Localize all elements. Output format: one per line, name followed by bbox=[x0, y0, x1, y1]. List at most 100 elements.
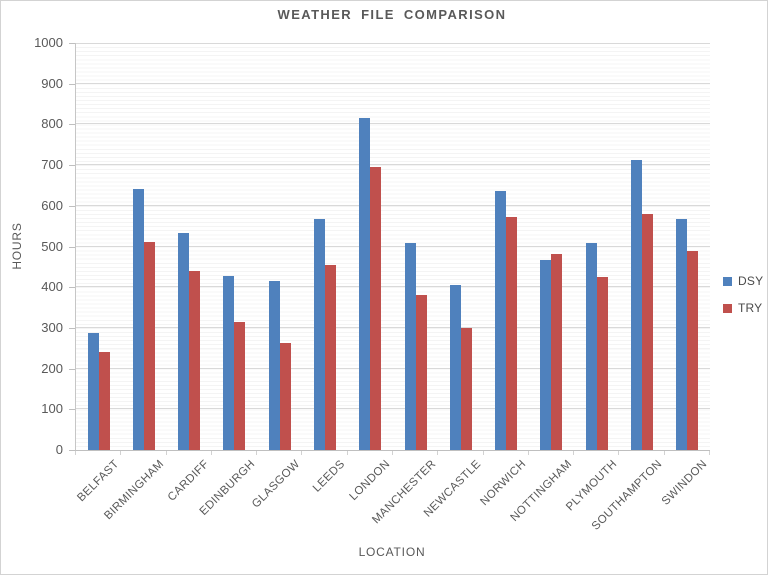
y-axis-tick-label: 200 bbox=[41, 360, 63, 376]
y-tick-mark bbox=[69, 83, 75, 85]
bar-dsy-birmingham bbox=[132, 188, 144, 450]
bar-try-leeds bbox=[325, 265, 337, 450]
bar-try-edinburgh bbox=[234, 322, 246, 450]
bar-group-plymouth bbox=[574, 43, 619, 450]
bar-group-swindon bbox=[665, 43, 710, 450]
bar-groups bbox=[76, 43, 710, 450]
x-axis-tick-label: SWINDON bbox=[660, 458, 710, 508]
x-tick-mark bbox=[256, 451, 258, 455]
y-tick-mark bbox=[69, 327, 75, 329]
bar-try-london bbox=[370, 167, 382, 450]
bar-try-norwich bbox=[506, 216, 518, 450]
y-tick-mark bbox=[69, 124, 75, 126]
y-axis-title: HOURS bbox=[10, 222, 24, 270]
bar-try-cardiff bbox=[189, 270, 201, 450]
major-gridline bbox=[76, 43, 710, 44]
y-tick-mark bbox=[69, 43, 75, 44]
bar-group-leeds bbox=[302, 43, 347, 450]
y-tick-mark bbox=[69, 287, 75, 289]
y-axis-tick-label: 400 bbox=[41, 279, 63, 295]
y-axis-tick-label: 0 bbox=[55, 442, 63, 457]
y-axis-tick-label: 100 bbox=[41, 401, 63, 417]
bar-try-southampton bbox=[642, 214, 654, 450]
bar-group-norwich bbox=[484, 43, 529, 450]
x-tick-mark bbox=[437, 451, 439, 455]
legend-label: DSY bbox=[738, 274, 764, 288]
x-tick-mark bbox=[301, 451, 303, 455]
bar-dsy-nottingham bbox=[540, 260, 552, 450]
major-gridline bbox=[76, 408, 710, 410]
x-tick-mark bbox=[573, 451, 575, 455]
x-tick-mark bbox=[120, 451, 122, 455]
y-tick-mark bbox=[69, 165, 75, 167]
x-tick-mark bbox=[618, 451, 620, 455]
y-axis-tick-label: 1000 bbox=[34, 35, 63, 50]
y-tick-mark bbox=[69, 368, 75, 370]
x-tick-mark bbox=[346, 451, 348, 455]
bar-group-southampton bbox=[619, 43, 664, 450]
x-axis-tick-label: NORWICH bbox=[478, 458, 529, 509]
major-gridline bbox=[76, 286, 710, 288]
x-axis-tick-label: CARDIFF bbox=[165, 458, 212, 504]
x-axis-tick-label: LEEDS bbox=[310, 458, 348, 495]
x-tick-mark bbox=[165, 451, 167, 455]
bar-try-belfast bbox=[98, 351, 110, 450]
x-tick-mark bbox=[482, 451, 484, 455]
y-tick-mark bbox=[69, 409, 75, 411]
x-axis-title: LOCATION bbox=[358, 545, 426, 559]
y-tick-mark bbox=[69, 205, 75, 207]
x-tick-mark bbox=[392, 451, 393, 455]
y-tick-mark bbox=[69, 246, 75, 248]
bar-try-swindon bbox=[687, 250, 699, 450]
x-tick-mark bbox=[210, 451, 212, 455]
bar-group-london bbox=[348, 43, 393, 450]
y-axis-tick-label: 900 bbox=[41, 75, 63, 91]
plot-area bbox=[75, 43, 710, 451]
chart-title: WEATHER FILE COMPARISON bbox=[277, 7, 507, 22]
bar-group-cardiff bbox=[167, 43, 212, 450]
bar-group-newcastle bbox=[438, 43, 483, 450]
bar-dsy-glasgow bbox=[268, 281, 280, 450]
y-tick-mark bbox=[69, 450, 75, 451]
bar-group-birmingham bbox=[121, 43, 166, 450]
major-gridline bbox=[76, 164, 710, 166]
legend-item-try: TRY bbox=[723, 301, 763, 315]
bar-try-manchester bbox=[415, 294, 427, 450]
bar-try-plymouth bbox=[596, 276, 608, 450]
legend: DSY TRY bbox=[723, 274, 763, 328]
y-axis-tick-label: 300 bbox=[41, 319, 63, 335]
y-axis-tick-label: 500 bbox=[41, 238, 63, 254]
bar-group-manchester bbox=[393, 43, 438, 450]
legend-item-dsy: DSY bbox=[723, 274, 763, 288]
y-axis-tick-label: 800 bbox=[41, 116, 63, 132]
major-gridline bbox=[76, 123, 710, 125]
bar-dsy-cardiff bbox=[178, 233, 190, 450]
bar-dsy-newcastle bbox=[449, 285, 461, 450]
bar-dsy-plymouth bbox=[585, 243, 597, 450]
try-swatch-icon bbox=[723, 303, 732, 313]
dsy-swatch-icon bbox=[723, 276, 732, 286]
bar-try-newcastle bbox=[460, 327, 472, 450]
bar-dsy-belfast bbox=[87, 332, 99, 450]
x-tick-mark bbox=[75, 451, 76, 455]
bar-dsy-manchester bbox=[404, 243, 416, 450]
bar-dsy-swindon bbox=[676, 218, 688, 450]
bar-dsy-leeds bbox=[314, 218, 326, 450]
x-tick-mark bbox=[709, 451, 710, 455]
x-tick-mark bbox=[663, 451, 665, 455]
bar-group-glasgow bbox=[257, 43, 302, 450]
bar-group-belfast bbox=[76, 43, 121, 450]
bar-dsy-london bbox=[359, 118, 371, 450]
major-gridline bbox=[76, 367, 710, 369]
major-gridline bbox=[76, 245, 710, 247]
legend-label: TRY bbox=[738, 301, 763, 315]
bar-dsy-edinburgh bbox=[223, 276, 235, 450]
bar-dsy-norwich bbox=[495, 191, 507, 450]
bar-group-edinburgh bbox=[212, 43, 257, 450]
y-axis-tick-label: 600 bbox=[41, 197, 63, 213]
bar-try-nottingham bbox=[551, 254, 563, 450]
major-gridline bbox=[76, 204, 710, 206]
x-tick-mark bbox=[527, 451, 529, 455]
major-gridline bbox=[76, 326, 710, 328]
